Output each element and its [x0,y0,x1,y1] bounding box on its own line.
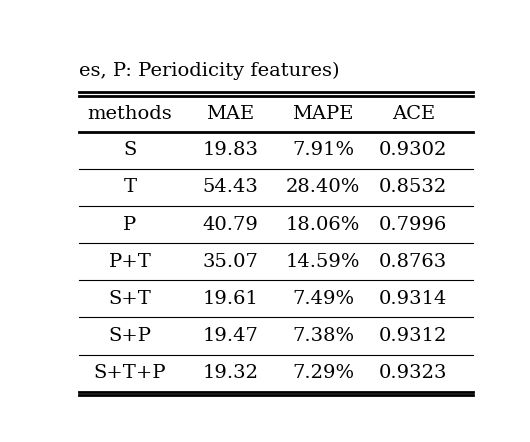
Text: P: P [123,216,137,233]
Text: 35.07: 35.07 [202,253,259,271]
Text: ACE: ACE [392,105,435,122]
Text: S+P: S+P [109,327,152,345]
Text: 7.38%: 7.38% [292,327,354,345]
Text: 7.91%: 7.91% [292,141,354,159]
Text: 28.40%: 28.40% [286,179,360,196]
Text: 54.43: 54.43 [202,179,259,196]
Text: 0.9314: 0.9314 [379,290,447,308]
Text: 18.06%: 18.06% [286,216,360,233]
Text: 19.32: 19.32 [202,364,259,382]
Text: 0.7996: 0.7996 [379,216,447,233]
Text: 19.47: 19.47 [202,327,259,345]
Text: MAPE: MAPE [292,105,354,122]
Text: MAE: MAE [207,105,254,122]
Text: es, P: Periodicity features): es, P: Periodicity features) [78,61,339,80]
Text: 0.9323: 0.9323 [379,364,447,382]
Text: 19.83: 19.83 [202,141,259,159]
Text: 0.9312: 0.9312 [379,327,447,345]
Text: S+T+P: S+T+P [94,364,166,382]
Text: 14.59%: 14.59% [286,253,360,271]
Text: 7.29%: 7.29% [292,364,354,382]
Text: 7.49%: 7.49% [292,290,354,308]
Text: S+T: S+T [109,290,152,308]
Text: methods: methods [87,105,172,122]
Text: P+T: P+T [109,253,152,271]
Text: 0.8532: 0.8532 [379,179,447,196]
Text: 0.9302: 0.9302 [379,141,447,159]
Text: S: S [123,141,137,159]
Text: T: T [123,179,137,196]
Text: 0.8763: 0.8763 [379,253,447,271]
Text: 40.79: 40.79 [202,216,259,233]
Text: 19.61: 19.61 [202,290,259,308]
